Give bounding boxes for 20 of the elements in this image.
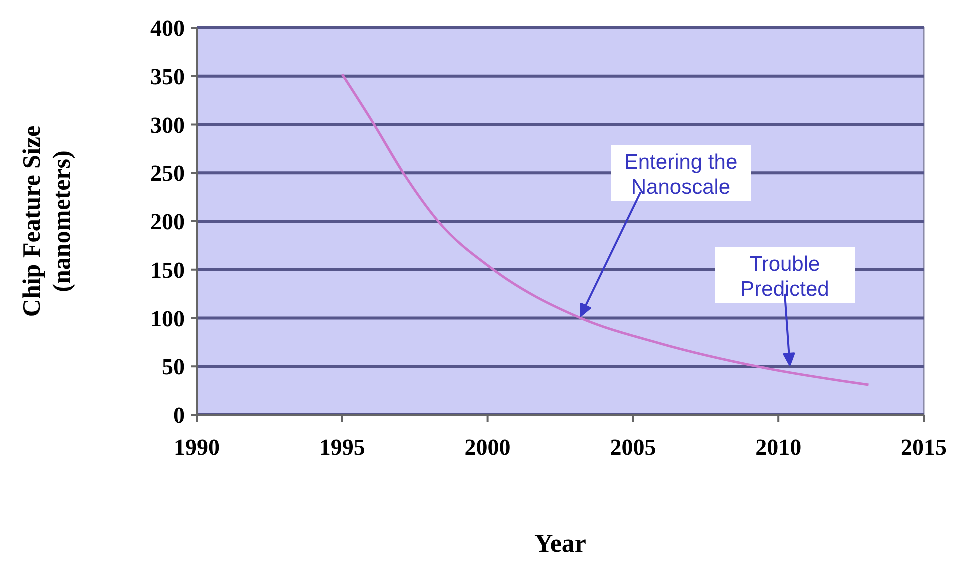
y-tick-label: 50 bbox=[162, 354, 185, 380]
y-tick-label: 100 bbox=[150, 306, 185, 332]
y-tick-label: 250 bbox=[150, 161, 185, 186]
x-axis-title: Year bbox=[534, 529, 586, 558]
y-tick-label: 0 bbox=[174, 403, 185, 428]
y-tick-label: 150 bbox=[150, 258, 185, 283]
line-series bbox=[341, 73, 870, 386]
x-tick-label: 2005 bbox=[610, 435, 656, 460]
x-tick-label: 2000 bbox=[464, 435, 511, 460]
annotation: Trouble Predicted bbox=[740, 253, 830, 301]
x-tick-label: 2015 bbox=[901, 435, 947, 460]
y-tick-label: 400 bbox=[150, 16, 185, 42]
y-tick-label: 350 bbox=[150, 64, 185, 90]
x-tick-label: 1990 bbox=[174, 435, 220, 460]
x-tick-label: 2010 bbox=[756, 435, 802, 460]
y-tick-label: 300 bbox=[150, 112, 185, 138]
y-tick-label: 200 bbox=[150, 210, 185, 235]
annotation: Entering the Nanoscale bbox=[624, 151, 738, 199]
x-tick-label: 1995 bbox=[319, 435, 366, 460]
y-axis-title: Chip Feature Size (nanometers) bbox=[19, 126, 76, 318]
